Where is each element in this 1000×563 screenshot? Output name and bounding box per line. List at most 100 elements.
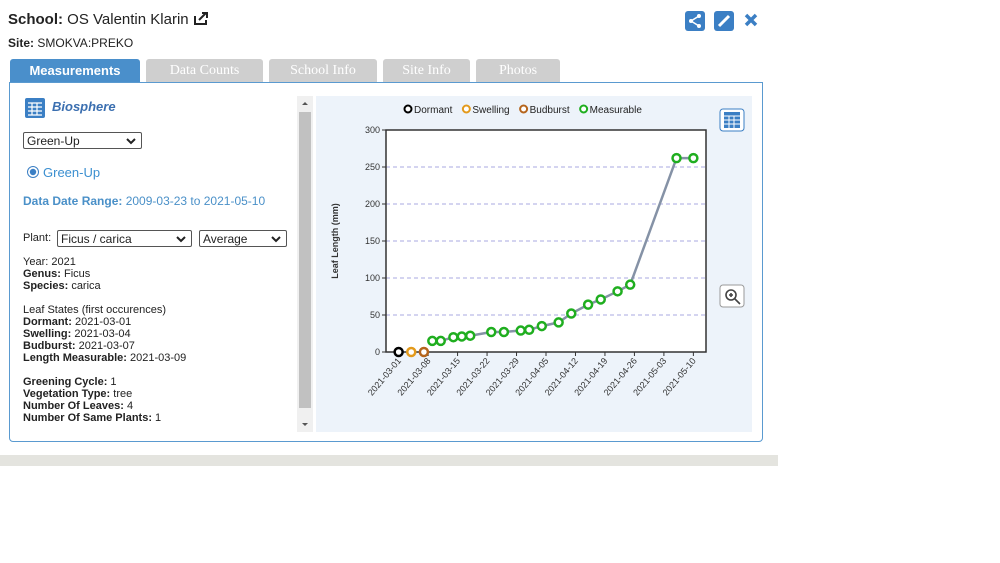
data-point <box>456 331 468 342</box>
radio-label: Green-Up <box>43 165 101 180</box>
info-line: Year: 2021 <box>23 257 293 269</box>
info-label: Budburst: <box>23 339 76 352</box>
school-label: School: <box>8 11 63 28</box>
dropdown-arrow <box>126 138 136 145</box>
y-tick-label: 200 <box>365 199 380 209</box>
info-line: Number Of Leaves: 4 <box>23 399 293 413</box>
link-icon[interactable] <box>714 11 734 31</box>
info-value: tree <box>113 388 133 401</box>
legend-marker <box>403 104 413 114</box>
date-range-value: 2009-03-23 to 2021-05-10 <box>125 194 266 208</box>
info-label: Number Of Same Plants: <box>23 411 152 424</box>
info-group: Greening Cycle: 1 Vegetation Type: tree Nu… <box>23 376 293 425</box>
info-label: Vegetation Type: <box>23 388 111 401</box>
info-label: Genus: <box>23 267 61 280</box>
header-icons <box>685 11 758 31</box>
data-point <box>435 335 446 347</box>
data-point <box>553 317 564 328</box>
info-value: Ficus <box>63 267 91 280</box>
info-value: 2021-03-07 <box>78 339 135 352</box>
statistic-select[interactable]: Average <box>199 230 287 247</box>
dropdown-arrow <box>176 236 186 243</box>
info-group-title: Leaf States (first occurences) <box>23 304 167 317</box>
protocol-select[interactable]: Green-Up <box>23 132 142 149</box>
zoom-icon[interactable] <box>719 284 745 308</box>
legend-label: Measurable <box>590 105 643 116</box>
tab[interactable]: Data Counts <box>146 59 263 82</box>
info-value: 2021 <box>51 257 76 268</box>
tab[interactable]: School Info <box>269 59 377 82</box>
info-line: Swelling: 2021-03-04 <box>23 327 293 341</box>
legend-label: Dormant <box>414 105 453 116</box>
data-point <box>486 326 497 338</box>
data-point <box>418 346 430 358</box>
info-line: Number Of Same Plants: 1 <box>23 411 293 425</box>
info-value: 4 <box>126 399 134 412</box>
dropdown-arrow <box>271 236 281 243</box>
data-point <box>688 152 699 164</box>
info-label: Species: <box>23 279 69 292</box>
date-range: Data Date Range: 2009-03-23 to 2021-05-1… <box>23 194 265 208</box>
scrollbar[interactable] <box>297 96 313 432</box>
panel-title: Biosphere <box>52 99 116 114</box>
data-point <box>595 294 606 305</box>
statistic-value: Average <box>203 232 248 246</box>
map-strip <box>0 455 778 466</box>
data-point <box>448 331 459 343</box>
site-line: Site: SMOKVA:PREKO <box>8 36 133 50</box>
plant-value: Ficus / carica <box>61 232 132 246</box>
data-point <box>582 299 594 310</box>
info-label: Length Measurable: <box>23 351 127 364</box>
share-icon[interactable] <box>685 11 705 31</box>
open-icon[interactable] <box>193 11 209 25</box>
info-value: 1 <box>155 411 162 424</box>
legend-marker <box>519 104 529 114</box>
tab[interactable]: Photos <box>476 59 560 82</box>
close-icon[interactable] <box>744 13 758 27</box>
data-point <box>523 324 535 336</box>
tab[interactable]: Measurements <box>10 59 140 82</box>
data-point <box>406 346 417 358</box>
y-tick-label: 250 <box>365 162 380 172</box>
y-tick-label: 150 <box>365 236 380 246</box>
data-point <box>498 326 510 338</box>
info-label: Greening Cycle: <box>23 376 108 389</box>
info-line: Vegetation Type: tree <box>23 388 293 401</box>
radio[interactable] <box>26 165 40 179</box>
site-label: Site: <box>8 36 35 50</box>
y-tick-label: 300 <box>365 125 380 135</box>
plant-select[interactable]: Ficus / carica <box>57 230 192 247</box>
legend-marker <box>461 104 471 114</box>
table-icon[interactable] <box>24 97 46 119</box>
info-label: Year: <box>23 257 49 268</box>
plant-info: Year: 2021 Genus: Ficus Species: carica Lea… <box>23 257 293 432</box>
data-point <box>536 320 548 332</box>
chart-table-icon[interactable] <box>719 108 745 132</box>
data-point <box>671 152 682 164</box>
protocol-value: Green-Up <box>27 134 80 148</box>
info-label: Number Of Leaves: <box>23 399 124 412</box>
info-value: carica <box>71 279 101 292</box>
tab[interactable]: Site Info <box>383 59 470 82</box>
plot-frame <box>385 129 707 353</box>
legend-marker <box>579 104 589 114</box>
info-line: Greening Cycle: 1 <box>23 376 293 389</box>
info-label: Dormant: <box>23 316 72 329</box>
info-line: Species: carica <box>23 279 293 293</box>
plot-area <box>386 130 706 352</box>
info-group: Leaf States (first occurences) Dormant: 2… <box>23 305 293 364</box>
info-value: 2021-03-04 <box>74 327 131 340</box>
panel <box>9 82 763 442</box>
info-value: 1 <box>110 376 117 389</box>
y-tick-label: 100 <box>365 273 380 283</box>
data-point <box>464 330 476 341</box>
data-point <box>427 335 438 347</box>
date-range-label: Data Date Range: <box>23 194 123 208</box>
info-line: Dormant: 2021-03-01 <box>23 316 293 329</box>
info-line: Budburst: 2021-03-07 <box>23 339 293 353</box>
data-point <box>393 346 404 358</box>
data-point <box>566 308 577 319</box>
legend-label: Swelling <box>472 105 509 116</box>
y-tick-label: 0 <box>375 347 380 357</box>
